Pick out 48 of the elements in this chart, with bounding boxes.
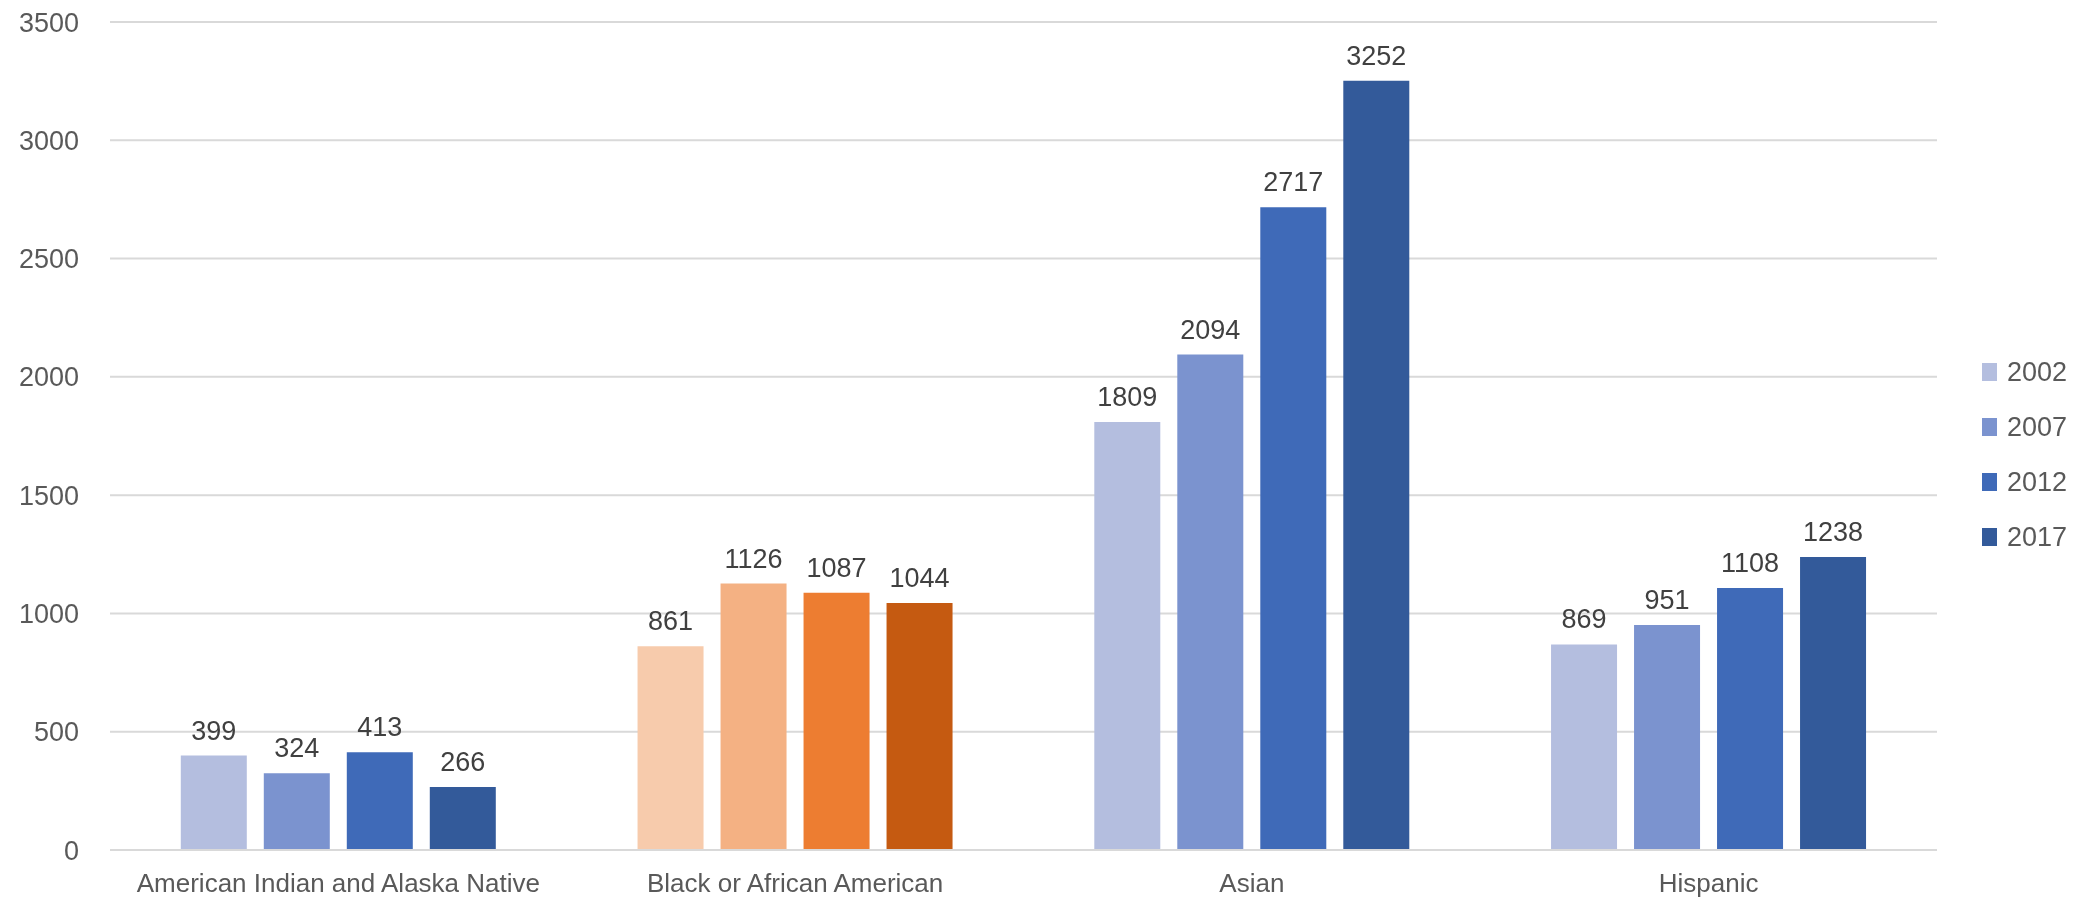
y-tick-label: 500 — [33, 717, 79, 748]
bar — [1260, 207, 1327, 850]
data-label: 324 — [274, 733, 320, 764]
bar — [263, 773, 330, 850]
y-tick-label: 1000 — [18, 599, 79, 630]
bar — [1094, 422, 1161, 850]
data-label: 951 — [1644, 585, 1690, 616]
data-label: 1087 — [806, 552, 867, 583]
legend-label: 2017 — [2006, 521, 2067, 553]
y-tick-label: 0 — [63, 835, 79, 866]
data-label: 399 — [191, 715, 237, 746]
data-label: 2717 — [1263, 167, 1324, 198]
bar — [1551, 644, 1618, 850]
bar — [1634, 625, 1701, 850]
bar — [720, 583, 787, 850]
y-tick-label: 2000 — [18, 362, 79, 393]
x-tick-label: American Indian and Alaska Native — [136, 868, 540, 899]
y-tick-label: 3000 — [18, 125, 79, 156]
data-label: 1126 — [724, 543, 783, 574]
bar — [1800, 557, 1867, 850]
legend-label: 2007 — [2006, 411, 2067, 443]
legend-label: 2012 — [2006, 466, 2067, 498]
bar — [637, 646, 704, 850]
data-label: 1108 — [1721, 547, 1780, 578]
x-tick-label: Black or African American — [647, 868, 944, 899]
legend-label: 2002 — [2006, 356, 2067, 388]
data-label: 3252 — [1346, 40, 1407, 71]
bar — [429, 787, 496, 850]
bar — [886, 603, 953, 850]
bar — [1717, 587, 1784, 850]
bar — [1343, 80, 1410, 850]
x-tick-label: Hispanic — [1658, 868, 1759, 899]
data-label: 2094 — [1180, 314, 1241, 345]
data-label: 1809 — [1097, 382, 1158, 413]
bar — [803, 592, 870, 850]
bar — [180, 755, 247, 850]
y-tick-label: 3500 — [18, 7, 79, 38]
x-tick-label: Asian — [1219, 868, 1285, 899]
data-label: 413 — [357, 712, 403, 743]
y-tick-label: 2500 — [18, 244, 79, 275]
bar — [346, 752, 413, 850]
data-label: 1238 — [1803, 517, 1864, 548]
bar — [1177, 354, 1244, 850]
data-label: 1044 — [889, 563, 950, 594]
data-label: 861 — [648, 606, 694, 637]
data-label: 266 — [440, 747, 486, 778]
y-tick-label: 1500 — [18, 480, 79, 511]
data-label: 869 — [1561, 604, 1607, 635]
